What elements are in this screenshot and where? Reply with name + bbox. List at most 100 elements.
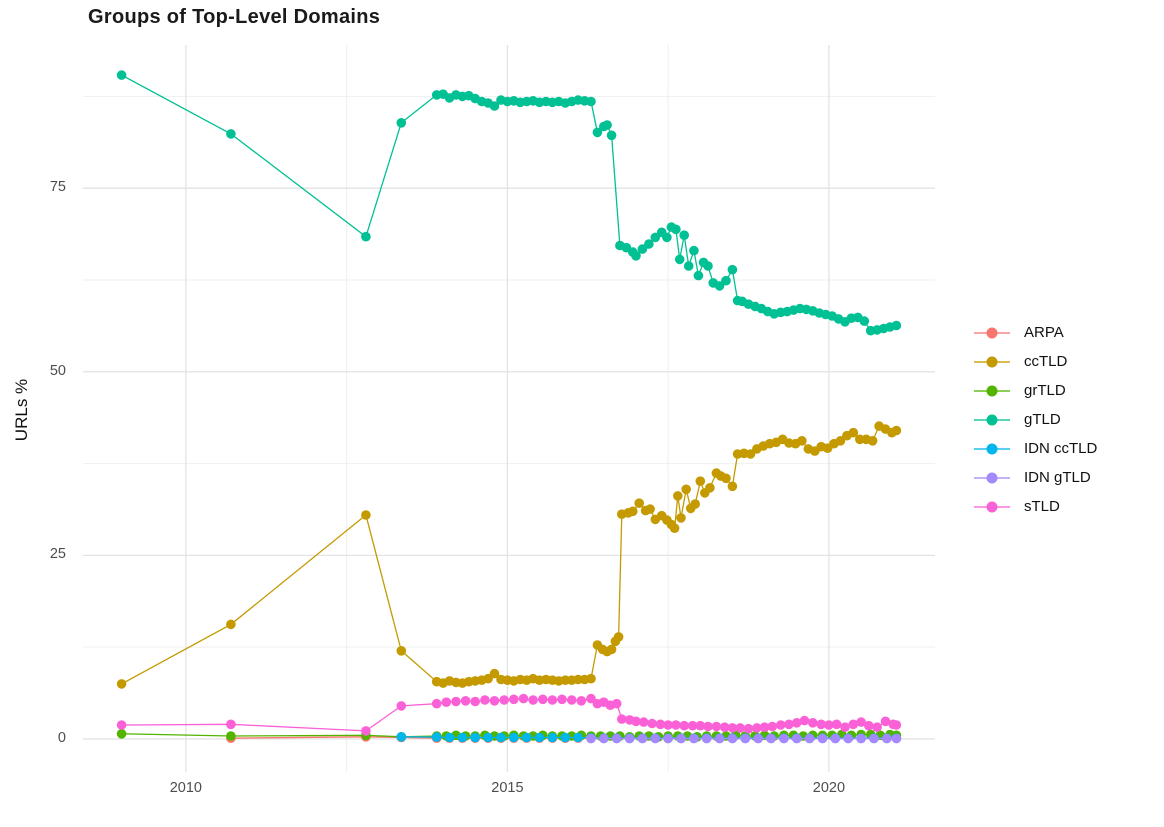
data-point bbox=[592, 127, 603, 138]
legend-entry-arpa: ARPA bbox=[972, 318, 1097, 347]
data-point bbox=[566, 695, 577, 705]
data-point bbox=[650, 232, 661, 243]
data-point bbox=[891, 733, 902, 744]
legend-key-dot bbox=[986, 356, 998, 367]
y-tick-label: 75 bbox=[49, 179, 66, 196]
data-point bbox=[859, 316, 870, 326]
data-point bbox=[444, 732, 455, 743]
data-point bbox=[586, 733, 596, 744]
legend-label: ARPA bbox=[1024, 324, 1064, 341]
data-point bbox=[586, 693, 596, 704]
data-point bbox=[226, 731, 236, 741]
data-point bbox=[701, 733, 712, 744]
data-point bbox=[116, 679, 127, 689]
data-point bbox=[431, 698, 442, 709]
data-point bbox=[797, 436, 807, 446]
data-point bbox=[644, 239, 654, 249]
data-point bbox=[396, 701, 407, 711]
data-point bbox=[480, 695, 490, 705]
legend-key-dot bbox=[986, 414, 998, 425]
data-point bbox=[457, 732, 468, 743]
data-point bbox=[676, 513, 686, 523]
data-point bbox=[864, 720, 874, 731]
legend-label: ccTLD bbox=[1024, 353, 1068, 370]
data-point bbox=[695, 720, 706, 731]
data-point bbox=[817, 733, 828, 744]
legend-entry-gtld: gTLD bbox=[972, 405, 1097, 434]
data-point bbox=[687, 720, 698, 731]
data-point bbox=[753, 733, 763, 744]
data-point bbox=[538, 694, 548, 705]
data-point bbox=[759, 722, 770, 732]
data-point bbox=[586, 96, 596, 107]
data-point bbox=[631, 251, 641, 261]
data-point bbox=[735, 723, 745, 733]
legend-label: sTLD bbox=[1024, 498, 1060, 515]
data-point bbox=[872, 722, 882, 732]
data-point bbox=[361, 726, 371, 736]
data-point bbox=[226, 719, 236, 730]
data-point bbox=[470, 696, 481, 707]
data-point bbox=[396, 646, 407, 656]
legend-entry-cctld: ccTLD bbox=[972, 347, 1097, 376]
data-point bbox=[671, 720, 681, 730]
data-point bbox=[792, 733, 802, 744]
data-point bbox=[624, 733, 635, 744]
data-point bbox=[637, 244, 648, 254]
data-point bbox=[528, 695, 538, 705]
data-point bbox=[681, 484, 691, 495]
data-point bbox=[745, 449, 756, 459]
data-point bbox=[634, 498, 644, 509]
legend-key-dot bbox=[986, 501, 998, 512]
data-point bbox=[766, 733, 776, 744]
data-point bbox=[431, 732, 442, 742]
data-point bbox=[848, 719, 859, 730]
y-tick-label: 25 bbox=[49, 546, 66, 563]
data-point bbox=[509, 694, 519, 705]
data-point bbox=[743, 723, 754, 734]
data-point bbox=[880, 716, 891, 727]
data-point bbox=[727, 264, 738, 275]
legend-key-dot bbox=[986, 385, 998, 396]
legend-key-icon bbox=[974, 501, 1010, 512]
data-point bbox=[451, 696, 461, 707]
data-point bbox=[547, 695, 558, 705]
legend-key-icon bbox=[974, 443, 1010, 454]
data-point bbox=[573, 732, 583, 743]
data-point bbox=[547, 732, 558, 743]
data-point bbox=[804, 733, 815, 744]
data-point bbox=[740, 733, 751, 744]
data-point bbox=[808, 718, 818, 728]
data-point bbox=[396, 732, 407, 742]
data-point bbox=[613, 632, 624, 642]
data-point bbox=[499, 695, 510, 705]
legend-key-icon bbox=[974, 385, 1010, 396]
data-point bbox=[116, 720, 127, 730]
data-point bbox=[662, 232, 672, 243]
data-point bbox=[116, 729, 127, 739]
data-point bbox=[441, 697, 452, 707]
data-point bbox=[867, 436, 878, 446]
y-tick-label: 0 bbox=[57, 729, 66, 746]
data-point bbox=[489, 101, 500, 111]
legend: ARPA ccTLD grTLD gTLD IDN ccTLD IDN gTLD sTLD bbox=[972, 318, 1097, 521]
legend-key-dot bbox=[986, 472, 998, 483]
data-point bbox=[714, 733, 725, 744]
data-point bbox=[676, 733, 686, 744]
x-tick-label: 2015 bbox=[491, 780, 524, 796]
data-point bbox=[727, 723, 738, 733]
data-point bbox=[576, 696, 587, 706]
data-point bbox=[779, 733, 789, 744]
legend-entry-idn-gtld: IDN gTLD bbox=[972, 463, 1097, 492]
legend-key-icon bbox=[974, 327, 1010, 338]
data-point bbox=[693, 270, 704, 281]
legend-label: IDN gTLD bbox=[1024, 469, 1091, 486]
data-point bbox=[606, 644, 617, 655]
series-gtld bbox=[116, 70, 902, 336]
legend-key-icon bbox=[974, 472, 1010, 483]
data-point bbox=[638, 717, 649, 727]
data-point bbox=[460, 696, 471, 706]
legend-label: grTLD bbox=[1024, 382, 1066, 399]
data-point bbox=[226, 129, 236, 139]
